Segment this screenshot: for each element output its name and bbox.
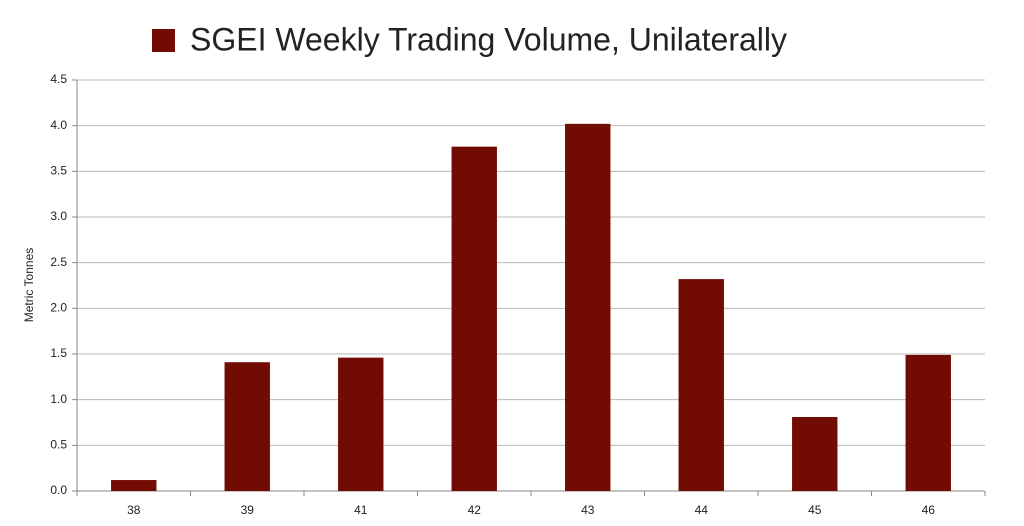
x-tick-label: 42 (468, 503, 482, 517)
legend-swatch (152, 29, 175, 52)
bar (792, 417, 838, 491)
x-tick-label: 44 (695, 503, 709, 517)
bar (451, 146, 497, 491)
x-tick-label: 46 (922, 503, 936, 517)
y-tick-label: 1.5 (50, 346, 67, 360)
y-tick-label: 1.0 (50, 392, 67, 406)
y-tick-label: 3.0 (50, 209, 67, 223)
y-tick-label: 3.5 (50, 164, 67, 178)
bar (224, 362, 270, 491)
bar (111, 480, 157, 491)
x-tick-label: 45 (808, 503, 822, 517)
bar (678, 279, 724, 491)
y-tick-label: 4.5 (50, 72, 67, 86)
x-tick-label: 41 (354, 503, 368, 517)
y-tick-label: 2.5 (50, 255, 67, 269)
bar (905, 354, 951, 491)
legend-label: SGEI Weekly Trading Volume, Unilaterally (190, 21, 787, 57)
x-tick-label: 38 (127, 503, 141, 517)
x-tick-label: 43 (581, 503, 595, 517)
bar (338, 357, 384, 491)
y-tick-label: 0.5 (50, 438, 67, 452)
x-tick-label: 39 (241, 503, 255, 517)
y-tick-label: 2.0 (50, 301, 67, 315)
y-tick-label: 4.0 (50, 118, 67, 132)
y-axis-label: Metric Tonnes (22, 248, 36, 322)
bar (565, 123, 611, 491)
y-tick-label: 0.0 (50, 483, 67, 497)
